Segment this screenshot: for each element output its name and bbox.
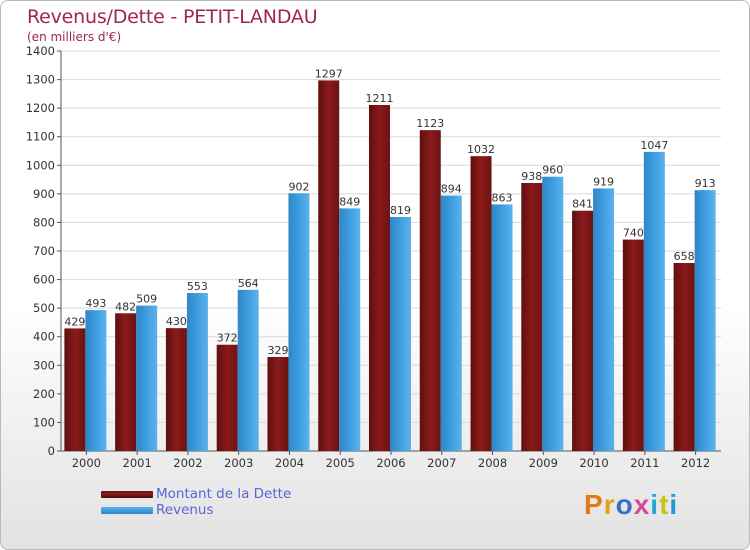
- x-tick-label: 2009: [529, 456, 558, 470]
- data-label-revenus: 863: [492, 191, 513, 204]
- bar-revenus: [288, 193, 310, 452]
- legend-label-dette: Montant de la Dette: [156, 486, 292, 502]
- y-tick-label: 1000: [26, 158, 55, 172]
- chart-subtitle: (en milliers d'€): [27, 30, 122, 44]
- data-label-revenus: 919: [593, 175, 614, 188]
- y-tick-label: 1400: [26, 44, 55, 58]
- data-label-revenus: 509: [136, 293, 157, 306]
- bar-dette: [521, 183, 543, 451]
- bar-dette: [64, 328, 86, 451]
- legend-swatch-revenus: [101, 507, 153, 514]
- bar-dette: [419, 130, 441, 451]
- data-label-revenus: 913: [695, 177, 716, 190]
- y-tick-label: 1200: [26, 101, 55, 115]
- bar-dette: [673, 263, 695, 451]
- data-label-dette: 841: [572, 198, 593, 211]
- data-label-dette: 938: [521, 170, 542, 183]
- y-tick-label: 900: [33, 187, 55, 201]
- y-tick-label: 600: [33, 273, 55, 287]
- bar-revenus: [85, 310, 107, 451]
- y-tick-label: 100: [33, 415, 55, 429]
- bar-revenus: [390, 217, 411, 451]
- bar-dette: [622, 239, 644, 451]
- data-label-dette: 482: [115, 300, 136, 313]
- data-label-revenus: 819: [390, 204, 411, 217]
- bar-revenus: [542, 176, 564, 451]
- y-tick-label: 500: [33, 301, 55, 315]
- data-label-revenus: 1047: [640, 139, 668, 152]
- bar-dette: [369, 105, 390, 451]
- proxiti-logo: Proxiti: [584, 489, 679, 520]
- x-tick-label: 2000: [72, 456, 101, 470]
- x-tick-label: 2008: [478, 456, 507, 470]
- y-tick-label: 800: [33, 215, 55, 229]
- y-tick-label: 300: [33, 358, 55, 372]
- bar-revenus: [186, 293, 208, 451]
- y-tick-label: 1300: [26, 73, 55, 87]
- y-tick-label: 1100: [26, 130, 55, 144]
- legend-label-revenus: Revenus: [156, 502, 214, 518]
- x-tick-label: 2006: [376, 456, 405, 470]
- bar-dette: [115, 313, 137, 451]
- x-tick-label: 2007: [427, 456, 456, 470]
- bar-dette: [470, 156, 492, 451]
- bar-revenus: [440, 195, 462, 451]
- data-label-revenus: 960: [542, 164, 563, 177]
- data-label-revenus: 849: [339, 195, 360, 208]
- x-tick-label: 2001: [123, 456, 152, 470]
- bar-revenus: [136, 305, 158, 451]
- y-tick-label: 400: [33, 330, 55, 344]
- data-label-revenus: 493: [85, 297, 106, 310]
- data-label-dette: 429: [64, 315, 85, 328]
- bar-revenus: [643, 151, 665, 451]
- data-label-revenus: 894: [441, 183, 462, 196]
- bar-revenus: [694, 190, 716, 451]
- data-label-dette: 1032: [467, 143, 495, 156]
- x-tick-label: 2012: [681, 456, 710, 470]
- data-label-dette: 1297: [315, 67, 343, 80]
- data-label-revenus: 902: [288, 180, 309, 193]
- legend-swatch-dette: [101, 491, 153, 498]
- x-tick-label: 2004: [275, 456, 304, 470]
- y-tick-label: 200: [33, 387, 55, 401]
- data-label-dette: 658: [674, 250, 695, 263]
- data-label-dette: 372: [217, 332, 238, 345]
- bar-dette: [572, 210, 594, 451]
- bar-revenus: [491, 204, 513, 451]
- chart-title: Revenus/Dette - PETIT-LANDAU: [27, 6, 318, 28]
- bar-revenus: [593, 188, 615, 451]
- data-label-revenus: 553: [187, 280, 208, 293]
- bar-revenus: [339, 208, 361, 451]
- bar-dette: [267, 357, 289, 451]
- data-label-revenus: 564: [238, 277, 259, 290]
- data-label-dette: 1123: [416, 117, 444, 130]
- data-label-dette: 1211: [366, 92, 394, 105]
- bar-dette: [165, 328, 187, 451]
- data-label-dette: 329: [267, 344, 288, 357]
- bar-revenus: [237, 289, 259, 451]
- x-tick-label: 2005: [326, 456, 355, 470]
- data-label-dette: 740: [623, 227, 644, 240]
- x-tick-label: 2003: [224, 456, 253, 470]
- x-tick-label: 2002: [173, 456, 202, 470]
- bar-dette: [216, 344, 238, 451]
- bar-dette: [318, 80, 340, 451]
- x-tick-label: 2011: [630, 456, 659, 470]
- y-tick-label: 0: [48, 444, 55, 458]
- y-tick-label: 700: [33, 244, 55, 258]
- data-label-dette: 430: [166, 315, 187, 328]
- x-tick-label: 2010: [579, 456, 608, 470]
